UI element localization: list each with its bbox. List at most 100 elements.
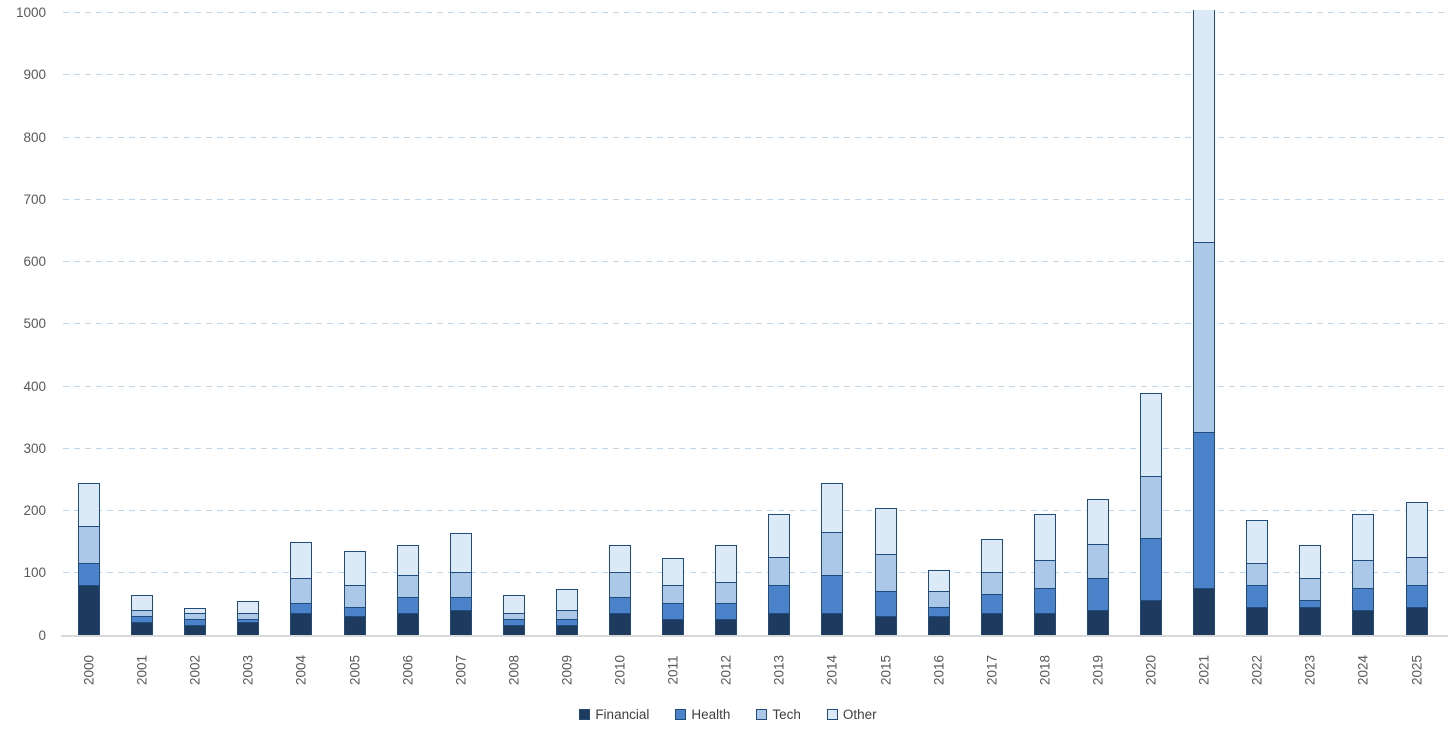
bar-segment-tech <box>290 579 313 605</box>
y-axis-tick-label: 200 <box>23 503 46 518</box>
gridline <box>63 74 1447 76</box>
bar-segment-health <box>1299 601 1322 608</box>
bar-segment-financial <box>1086 610 1109 636</box>
bar-segment-tech <box>555 610 578 620</box>
bar-segment-health <box>1352 588 1375 611</box>
y-axis-tick-label: 500 <box>23 316 46 332</box>
bar-segment-financial <box>609 613 631 636</box>
legend-label: Health <box>691 707 731 722</box>
x-axis-tick-label: 2018 <box>1037 654 1053 686</box>
legend-label: Tech <box>772 707 801 722</box>
bar-segment-tech <box>1299 579 1322 602</box>
bar-segment-financial <box>874 616 897 636</box>
plot-area <box>63 10 1447 636</box>
bar-segment-other <box>237 601 260 614</box>
bar-segment-tech <box>78 526 100 564</box>
x-axis-tick-label: 2024 <box>1355 654 1371 686</box>
bar-segment-tech <box>874 554 897 592</box>
bar-segment-other <box>396 545 419 577</box>
legend-item-health: Health <box>675 707 730 722</box>
bar-segment-other <box>821 483 844 533</box>
bar-2011 <box>662 13 685 636</box>
x-axis-tick-label: 2011 <box>665 655 681 685</box>
bar-segment-health <box>609 598 631 614</box>
x-axis-tick-label: 2022 <box>1249 654 1265 686</box>
y-axis-tick-label: 300 <box>23 440 46 456</box>
bar-segment-health <box>131 616 154 624</box>
bar-2013 <box>768 13 791 636</box>
bar-segment-tech <box>1405 557 1428 586</box>
gridline <box>63 572 1447 574</box>
bar-segment-other <box>874 507 897 555</box>
gridline <box>63 447 1447 449</box>
bar-2022 <box>1246 13 1269 636</box>
bar-2020 <box>1140 13 1162 636</box>
bar-segment-health <box>927 607 950 617</box>
legend-item-other: Other <box>826 707 877 722</box>
bar-2024 <box>1352 13 1375 636</box>
other-swatch-icon <box>826 709 838 720</box>
bar-segment-financial <box>343 616 366 636</box>
financial-swatch-icon <box>579 709 591 720</box>
bar-segment-health <box>290 604 313 614</box>
bar-segment-tech <box>502 613 525 620</box>
bar-segment-other <box>715 545 738 583</box>
bar-segment-tech <box>396 576 419 599</box>
bar-segment-tech <box>1193 243 1216 434</box>
bar-segment-financial <box>1405 607 1428 636</box>
x-axis-tick-label: 2009 <box>559 654 575 686</box>
bar-segment-tech <box>237 613 260 620</box>
bar-segment-health <box>78 563 100 586</box>
bar-segment-health <box>502 619 525 627</box>
bar-segment-financial <box>502 626 525 636</box>
bar-segment-health <box>980 595 1003 614</box>
bar-2004 <box>290 13 313 636</box>
bar-segment-health <box>237 619 260 624</box>
gridline <box>63 136 1447 138</box>
x-axis-line <box>61 635 1448 637</box>
bar-segment-health <box>449 598 472 611</box>
legend-label: Financial <box>595 707 650 722</box>
y-axis-tick-label: 400 <box>23 378 46 394</box>
x-axis-tick-label: 2014 <box>824 654 840 686</box>
bar-segment-health <box>821 576 844 614</box>
bar-segment-tech <box>821 532 844 577</box>
bar-segment-other <box>1193 10 1216 244</box>
legend-item-financial: Financial <box>579 707 649 722</box>
bar-segment-tech <box>768 557 791 586</box>
bar-segment-financial <box>1140 601 1162 636</box>
bar-segment-financial <box>1352 610 1375 636</box>
gridline <box>63 198 1447 200</box>
bar-segment-financial <box>78 585 100 636</box>
x-axis-tick-label: 2017 <box>984 654 1000 686</box>
bar-segment-other <box>609 545 631 574</box>
x-axis-tick-label: 2016 <box>931 654 947 686</box>
bar-segment-financial <box>768 613 791 636</box>
bar-segment-tech <box>1140 476 1162 540</box>
bar-segment-tech <box>927 591 950 608</box>
bar-2025 <box>1405 13 1428 636</box>
bar-2016 <box>927 13 950 636</box>
bar-segment-tech <box>609 573 631 599</box>
bar-segment-other <box>555 588 578 611</box>
bar-segment-financial <box>449 610 472 636</box>
gridline <box>63 510 1447 511</box>
bar-segment-health <box>715 604 738 620</box>
bar-segment-other <box>1405 501 1428 558</box>
bar-2012 <box>715 13 738 636</box>
bar-segment-other <box>768 514 791 558</box>
bar-2005 <box>343 13 366 636</box>
bar-segment-other <box>1299 545 1322 580</box>
legend-label: Other <box>842 707 877 722</box>
bar-2021 <box>1193 10 1216 636</box>
gridline <box>63 261 1447 262</box>
bar-segment-health <box>555 619 578 627</box>
bar-segment-tech <box>1086 545 1109 580</box>
bar-segment-financial <box>980 613 1003 636</box>
gridline <box>63 323 1447 325</box>
bar-segment-other <box>1246 520 1269 564</box>
bar-2023 <box>1299 13 1322 636</box>
bar-segment-health <box>662 604 685 620</box>
bar-segment-other <box>78 483 100 527</box>
bar-segment-other <box>927 570 950 592</box>
